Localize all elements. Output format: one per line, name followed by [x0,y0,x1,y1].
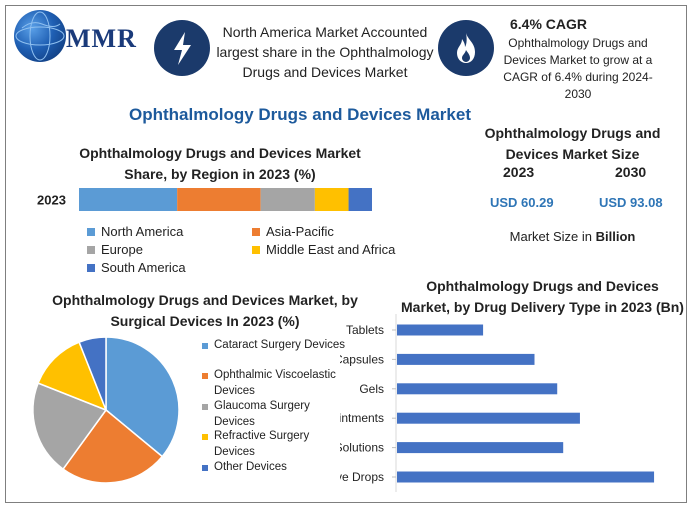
market-size-title: Ophthalmology Drugs and Devices Market S… [484,125,661,162]
delivery-category-label: Solutions [340,441,384,455]
region-bar-segment [177,188,261,211]
legend-label: Glaucoma Surgery Devices [214,400,310,428]
region-bar-segment [314,188,349,211]
legend-label: Middle East and Africa [266,242,396,257]
region-bar-segment [79,188,178,211]
brand-logo: MMR [10,8,140,64]
legend-swatch [87,263,95,272]
legend-swatch [202,404,208,410]
delivery-bar [397,324,484,336]
region-chart-title: Ophthalmology Drugs and Devices Market S… [79,145,361,182]
delivery-category-label: Capsules [340,352,384,366]
drug-delivery-bar-chart: Tablets Capsules Gels Ointments Solutions Eye… [340,314,655,492]
region-bar-segment [260,188,315,211]
pie-slice [78,336,107,411]
legend-swatch [202,373,208,379]
delivery-category-label: Tablets [346,323,384,337]
size-value-2030: USD 93.08 [599,195,663,210]
globe-icon [14,10,66,62]
legend-label: Cataract Surgery Devices [214,339,346,351]
cagr-description: Ophthalmology Drugs and Devices Market t… [503,36,653,101]
region-legend-item: North America [87,224,183,239]
region-bar-segment [348,188,372,211]
legend-label: Europe [101,242,143,257]
legend-swatch [202,465,208,471]
delivery-bar [397,412,580,424]
region-stacked-bar-chart: 2023 [37,188,372,211]
delivery-bar [397,353,535,365]
legend-label: Asia-Pacific [266,224,334,239]
unit-bold: Billion [595,229,636,244]
flame-icon [438,20,494,76]
size-value-2023: USD 60.29 [490,195,554,210]
legend-label: Refractive Surgery Devices [214,430,310,458]
delivery-bar [397,383,558,395]
pie-legend-item: Refractive Surgery Devices [202,429,352,460]
legend-swatch [87,245,95,254]
unit-prefix: Market Size in [509,229,596,244]
legend-swatch [252,227,260,236]
region-legend-item: South America [87,260,186,275]
surgical-devices-pie-chart [32,336,180,484]
legend-swatch [202,434,208,440]
delivery-chart-title: Ophthalmology Drugs and Devices Market, … [401,278,684,315]
region-legend-item: Europe [87,242,143,257]
pie-legend-item: Other Devices [202,460,352,476]
highlight-north-america: North America Market Accounted largest s… [216,24,434,80]
legend-swatch [202,343,208,349]
legend-label: North America [101,224,184,239]
delivery-bar [397,471,655,483]
legend-label: Ophthalmic Viscoelastic Devices [214,369,336,397]
legend-swatch [252,245,260,254]
infographic-frame [5,5,687,503]
region-category-label: 2023 [37,193,66,208]
pie-slice [62,408,164,484]
legend-swatch [87,227,95,236]
delivery-category-label: Gels [359,382,384,396]
pie-slice [32,382,108,471]
delivery-bar [397,442,564,454]
pie-legend-item: Cataract Surgery Devices [202,338,352,354]
market-size-unit: Market Size in Billion [480,229,665,244]
pie-slice [105,336,180,458]
region-legend-item: Middle East and Africa [252,242,395,257]
legend-label: Other Devices [214,461,287,473]
cagr-title: 6.4% CAGR [510,16,588,32]
size-year-2030: 2030 [615,164,647,180]
pie-legend-item: Glaucoma Surgery Devices [202,399,352,430]
size-year-2023: 2023 [503,164,535,180]
pie-chart-title: Ophthalmology Drugs and Devices Market, … [52,292,358,329]
legend-label: South America [101,260,186,275]
delivery-category-label: Ointments [340,411,384,425]
logo-text: MMR [66,24,137,53]
region-legend-item: Asia-Pacific [252,224,334,239]
main-title: Ophthalmology Drugs and Devices Market [129,105,471,124]
lightning-icon [154,20,210,76]
pie-legend-item: Ophthalmic Viscoelastic Devices [202,368,352,399]
delivery-category-label: Eye Drops [340,470,384,484]
pie-slice [37,341,108,412]
